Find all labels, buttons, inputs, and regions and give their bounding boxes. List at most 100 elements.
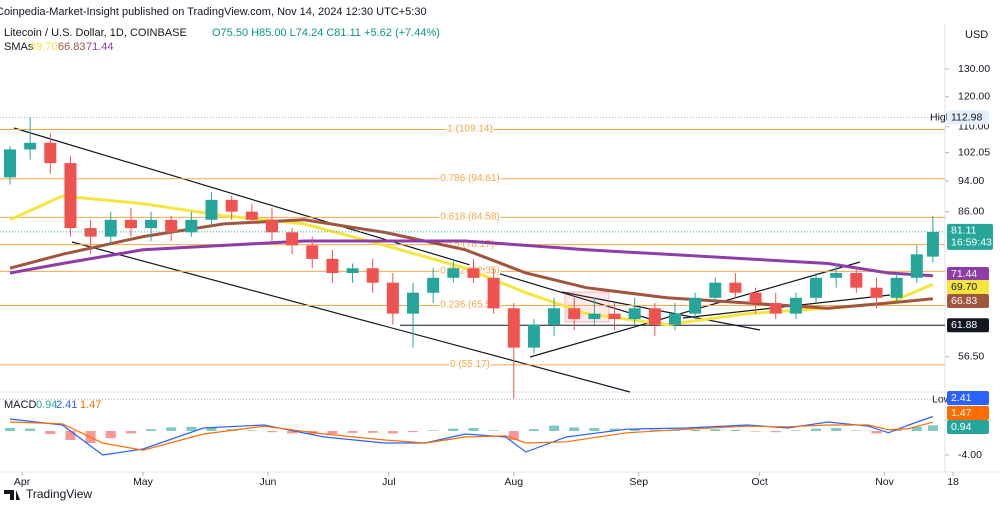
candle-body bbox=[870, 287, 883, 298]
sma-line bbox=[9, 218, 934, 310]
histogram-bar bbox=[266, 431, 277, 433]
histogram-bar bbox=[367, 431, 378, 433]
histogram-bar bbox=[831, 428, 842, 431]
y-tick-label: 86.00 bbox=[958, 205, 984, 217]
logo bbox=[4, 490, 20, 500]
candle-body bbox=[689, 297, 702, 314]
candle-body bbox=[487, 277, 500, 309]
histogram-bar bbox=[730, 429, 741, 431]
histogram-bar bbox=[206, 428, 217, 431]
sma-badge-bg bbox=[947, 280, 989, 294]
fib-label: 0.236 (65.54) bbox=[440, 300, 500, 311]
histogram-bar bbox=[911, 426, 922, 431]
y-tick-label: 120.00 bbox=[958, 90, 990, 102]
histogram-bar bbox=[488, 430, 499, 431]
candle-body bbox=[245, 211, 258, 220]
histogram-bar bbox=[508, 431, 519, 440]
candle-body bbox=[608, 313, 621, 320]
candle-body bbox=[830, 272, 843, 278]
histogram-bar bbox=[790, 430, 801, 431]
sma-legend-value: 69.70 bbox=[30, 41, 58, 53]
macd-badge-bg bbox=[947, 391, 989, 405]
candle-body bbox=[769, 303, 782, 314]
candle-body bbox=[548, 308, 561, 325]
support-badge: 61.88 bbox=[951, 319, 977, 331]
hist-badge: 0.94 bbox=[951, 421, 972, 433]
candle-body bbox=[910, 254, 923, 278]
histogram-bar bbox=[750, 431, 761, 432]
histogram-bar bbox=[649, 429, 660, 431]
histogram-bar bbox=[690, 429, 701, 431]
y-tick-label: 56.50 bbox=[958, 350, 984, 362]
low-name: Low bbox=[932, 393, 952, 405]
candle-body bbox=[588, 313, 601, 320]
last-price: 81.11 bbox=[951, 225, 977, 237]
histogram-bar bbox=[65, 431, 76, 440]
histogram-bar bbox=[166, 427, 177, 431]
candle-body bbox=[265, 219, 278, 233]
candle-body bbox=[225, 199, 238, 212]
histogram-bar bbox=[428, 430, 439, 431]
y-tick-label: -4.00 bbox=[958, 449, 982, 461]
candle-body bbox=[366, 268, 379, 283]
y-tick-label: 94.00 bbox=[958, 175, 984, 187]
candle-body bbox=[890, 277, 903, 298]
histogram-bar bbox=[629, 428, 640, 431]
candle-body bbox=[145, 219, 158, 229]
candle-body bbox=[810, 277, 823, 298]
high-badge: 112.98 bbox=[951, 111, 982, 123]
macd-line bbox=[9, 421, 934, 451]
candle-body bbox=[507, 308, 520, 348]
histogram-bar bbox=[851, 430, 862, 431]
sma-badge: 66.83 bbox=[951, 295, 977, 307]
sma-badge: 69.70 bbox=[951, 281, 977, 293]
candle-body bbox=[749, 292, 762, 304]
signal-badge: 1.47 bbox=[951, 407, 972, 419]
high-badge-bg bbox=[947, 110, 989, 125]
x-tick-label: 18 bbox=[947, 476, 959, 488]
candle-body bbox=[668, 313, 681, 325]
histogram-bar bbox=[186, 426, 197, 431]
x-tick-label: Apr bbox=[14, 476, 31, 488]
candle-body bbox=[729, 282, 742, 293]
histogram-bar bbox=[609, 428, 620, 431]
signal-badge-bg bbox=[947, 406, 989, 420]
last-price-bg bbox=[947, 223, 993, 250]
macd-line bbox=[9, 415, 934, 456]
sma-legend-name: SMAs bbox=[4, 41, 34, 53]
candle-body bbox=[628, 308, 641, 320]
x-tick-label: May bbox=[133, 476, 154, 488]
candle-body bbox=[447, 268, 460, 278]
macd-badge: 2.41 bbox=[951, 392, 972, 404]
x-tick-label: Aug bbox=[504, 476, 523, 488]
candle-body bbox=[286, 232, 299, 246]
x-tick-label: Jul bbox=[382, 476, 395, 488]
histogram-bar bbox=[5, 428, 15, 431]
histogram-bar bbox=[287, 431, 298, 434]
candle-body bbox=[467, 268, 480, 278]
candle-body bbox=[407, 292, 420, 314]
fib-label: 1 (109.14) bbox=[447, 124, 493, 135]
histogram-bar bbox=[710, 429, 721, 431]
histogram-bar bbox=[408, 431, 419, 433]
fib-label: 0 (55.17) bbox=[450, 359, 490, 370]
high-name: High bbox=[930, 111, 952, 123]
candle-body bbox=[386, 282, 399, 314]
macd-value: 2.41 bbox=[56, 399, 77, 411]
candle-body bbox=[205, 199, 218, 220]
histogram-bar bbox=[448, 428, 459, 431]
histogram-bar bbox=[549, 425, 560, 431]
histogram-bar bbox=[770, 431, 781, 433]
hist-badge-bg bbox=[947, 420, 989, 434]
candle-body bbox=[124, 219, 137, 229]
histogram-bar bbox=[871, 431, 882, 434]
countdown: 16:59:43 bbox=[951, 237, 992, 249]
candle-body bbox=[64, 163, 77, 229]
sma-legend-value: 71.44 bbox=[86, 41, 114, 53]
candle-body bbox=[104, 219, 117, 237]
ohlc: O75.50 H85.00 L74.24 C81.11 +5.62 (+7.44… bbox=[212, 27, 440, 39]
support-badge-bg bbox=[947, 318, 989, 333]
x-tick-label: Oct bbox=[751, 476, 767, 488]
